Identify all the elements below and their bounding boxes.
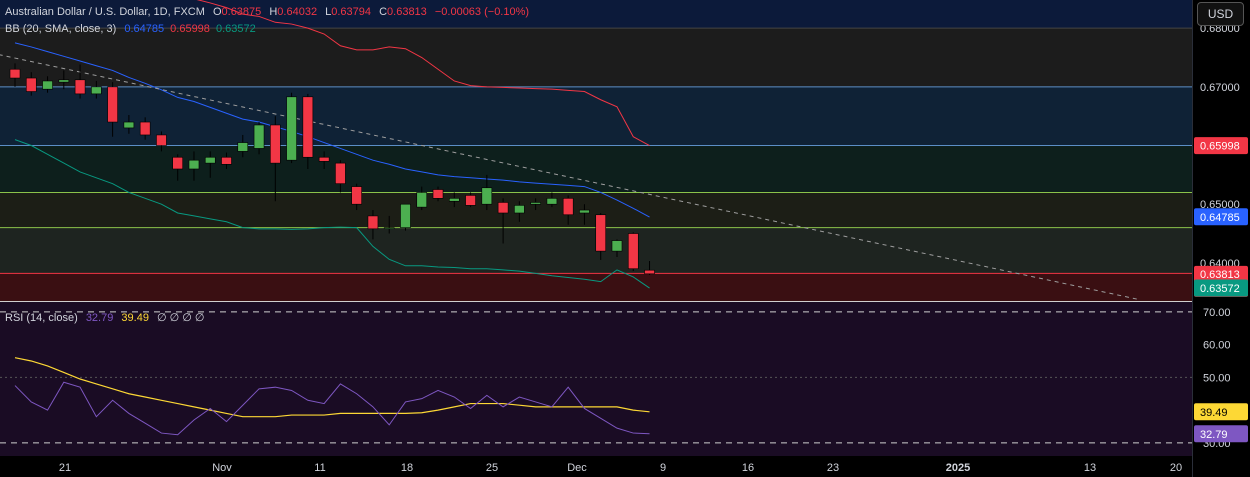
bb-upper-value: 0.65998 [170, 23, 210, 35]
candle[interactable] [139, 117, 151, 140]
candle[interactable] [9, 63, 21, 87]
candle[interactable] [91, 80, 102, 99]
candle[interactable] [156, 131, 167, 152]
candle[interactable] [432, 186, 444, 202]
candle[interactable] [42, 76, 53, 93]
price-zone [0, 86, 1192, 146]
bb-upper-badge: 0.65998 [1200, 141, 1240, 153]
rsi-ma-value: 39.49 [121, 312, 149, 324]
symbol-title[interactable]: Australian Dollar / U.S. Dollar, 1D, FXC… [5, 6, 205, 18]
rsi-ma-badge: 39.49 [1200, 407, 1228, 419]
time-axis-tick: 11 [314, 462, 325, 474]
bb-upper-badge-background [1194, 137, 1248, 155]
bb-lower-value: 0.63572 [215, 23, 256, 35]
candle[interactable] [562, 195, 574, 225]
last-price-badge: 0.63813 [1200, 269, 1240, 281]
candle[interactable] [400, 203, 411, 231]
candle[interactable] [595, 212, 607, 260]
candle[interactable] [367, 210, 379, 240]
bb-lower-badge-background [1194, 279, 1248, 297]
candle[interactable] [627, 232, 639, 272]
bb-lower-band [14, 139, 650, 289]
time-axis-tick: 2025 [946, 462, 970, 474]
rsi-badge-background [1194, 425, 1248, 443]
rsi-value: 32.79 [85, 312, 114, 324]
candle[interactable] [286, 92, 297, 164]
candle[interactable] [318, 151, 330, 169]
bb-basis-line [14, 42, 650, 218]
time-axis-tick: 25 [486, 462, 498, 474]
rsi-axis-tick: 70.00 [1203, 307, 1231, 319]
candle[interactable] [302, 93, 314, 169]
candle[interactable] [270, 116, 281, 202]
bb-basis-badge-background [1194, 208, 1248, 226]
rsi-extra-values: ∅ ∅ ∅ ∅ [157, 312, 205, 324]
candle[interactable] [448, 192, 460, 208]
candle[interactable] [204, 151, 216, 178]
candle[interactable] [481, 174, 493, 211]
candle[interactable] [465, 192, 476, 208]
candle[interactable] [107, 82, 118, 137]
trend-line [0, 54, 1138, 300]
candle[interactable] [530, 198, 541, 211]
bb-legend: BB (20, SMA, close, 3) 0.64785 0.65998 0… [5, 22, 261, 36]
price-zone [0, 273, 1192, 301]
rsi-axis-tick: 60.00 [1203, 340, 1231, 352]
price-axis-tick: 0.68000 [1200, 23, 1240, 35]
rsi-ma-line [14, 357, 650, 418]
time-axis-tick: 9 [660, 462, 666, 474]
candle[interactable] [497, 198, 509, 244]
candle[interactable] [644, 260, 655, 275]
candle[interactable] [579, 204, 590, 225]
rsi-indicator-title[interactable]: RSI (14, close) [5, 312, 78, 324]
rsi-axis-tick: 50.00 [1203, 372, 1231, 384]
time-axis-tick: 13 [1084, 462, 1096, 474]
candle[interactable] [335, 160, 346, 193]
price-zone [0, 28, 1192, 87]
time-axis-tick: 21 [59, 462, 71, 474]
time-axis-tick: 18 [401, 462, 413, 474]
time-axis-tick: 20 [1170, 462, 1182, 474]
bb-basis-badge: 0.64785 [1200, 212, 1240, 224]
candle[interactable] [351, 183, 362, 211]
rsi-ma-badge-background [1194, 403, 1248, 421]
symbol-legend: Australian Dollar / U.S. Dollar, 1D, FXC… [5, 5, 534, 19]
bb-upper-band [196, 0, 650, 146]
candle[interactable] [221, 152, 232, 169]
rsi-legend: RSI (14, close) 32.79 39.49 ∅ ∅ ∅ ∅ [5, 311, 210, 325]
ohlc-open: O0.63875 [212, 6, 262, 18]
currency-button[interactable]: USD [1197, 2, 1244, 26]
candle[interactable] [188, 151, 200, 181]
candle[interactable] [546, 192, 558, 208]
candle[interactable] [611, 239, 623, 257]
price-axis-tick: 0.65000 [1200, 199, 1240, 211]
candle[interactable] [58, 70, 70, 90]
ohlc-change: −0.00063 (−0.10%) [434, 6, 530, 18]
candle[interactable] [514, 201, 525, 222]
candle[interactable] [123, 115, 135, 134]
ohlc-low: L0.63794 [325, 6, 372, 18]
bb-lower-badge: 0.63572 [1200, 283, 1240, 295]
rsi-line [14, 381, 650, 436]
candle[interactable] [172, 154, 183, 181]
candle[interactable] [74, 64, 86, 99]
ohlc-high: H0.64032 [269, 6, 318, 18]
time-axis-tick: Nov [212, 462, 232, 474]
price-axis-tick: 0.67000 [1200, 82, 1240, 94]
candle[interactable] [237, 134, 249, 158]
rsi-badge: 32.79 [1200, 429, 1228, 441]
candle[interactable] [25, 72, 37, 96]
candle[interactable] [383, 215, 395, 234]
ohlc-close: C0.63813 [379, 6, 427, 18]
bb-basis-value: 0.64785 [124, 23, 165, 35]
candle[interactable] [253, 122, 265, 155]
candle[interactable] [416, 186, 428, 211]
rsi-pane-background [0, 302, 1192, 456]
time-axis-tick: 23 [827, 462, 839, 474]
time-axis-tick: 16 [742, 462, 754, 474]
time-axis-tick: Dec [567, 462, 587, 474]
bb-indicator-title[interactable]: BB (20, SMA, close, 3) [5, 23, 117, 35]
